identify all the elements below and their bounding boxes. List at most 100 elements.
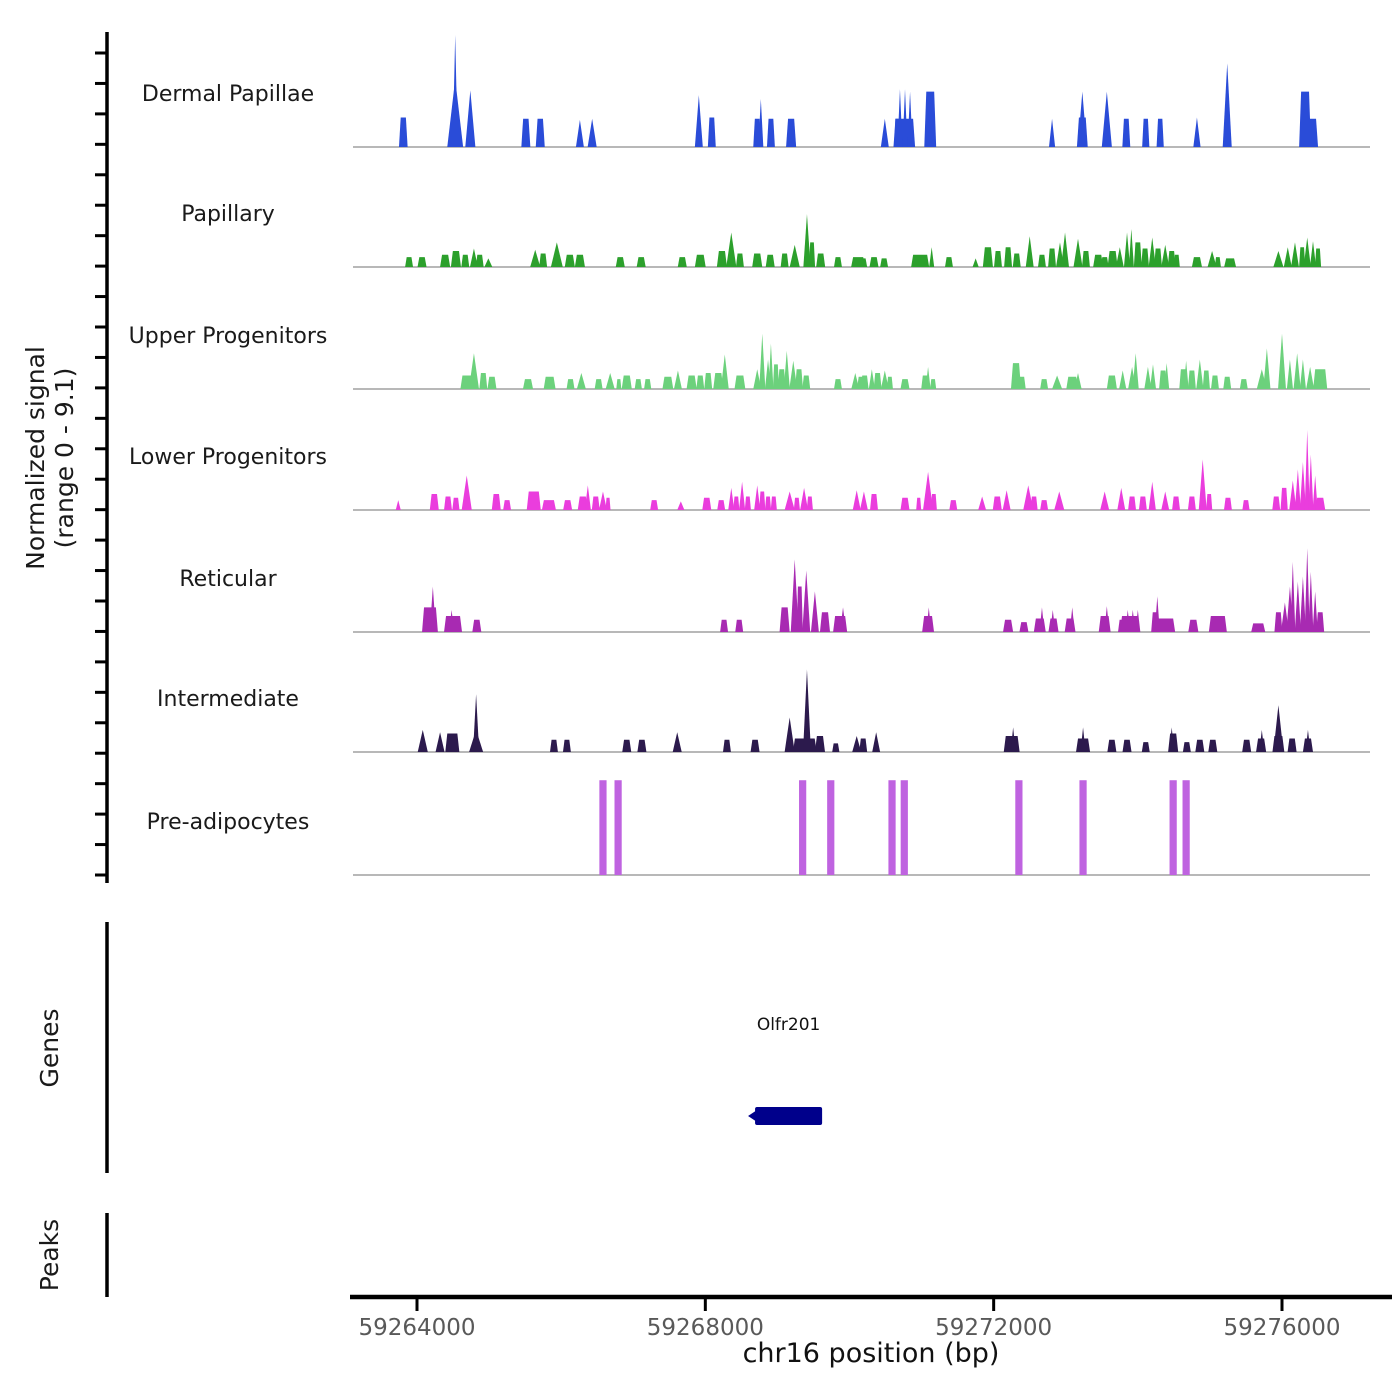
signal-spike <box>1023 485 1034 510</box>
signal-block <box>429 494 439 510</box>
signal-block <box>819 612 831 632</box>
signal-block <box>1239 379 1248 389</box>
signal-spike <box>1119 370 1127 389</box>
signal-block <box>526 491 541 510</box>
signal-spike <box>1125 609 1131 632</box>
signal-block <box>1299 91 1312 147</box>
signal-spike <box>1299 462 1306 510</box>
signal-block <box>930 379 937 389</box>
signal-block <box>1188 619 1199 632</box>
signal-block <box>1119 616 1140 632</box>
signal-block <box>704 373 713 389</box>
signal-block <box>716 251 727 267</box>
signal-block <box>720 619 729 632</box>
signal-block <box>1141 248 1150 267</box>
signal-spike <box>800 487 809 510</box>
signal-bar <box>1169 780 1177 875</box>
signal-block <box>398 117 408 147</box>
signal-spike <box>465 90 476 147</box>
signal-spike <box>753 369 762 389</box>
signal-block <box>522 379 534 389</box>
signal-block <box>1214 257 1221 267</box>
signal-spike <box>468 353 479 389</box>
signal-bar <box>799 780 807 875</box>
signal-block <box>734 375 746 389</box>
signal-block <box>1019 622 1029 632</box>
signal-block <box>1128 496 1137 510</box>
signal-spike <box>1080 727 1086 752</box>
signal-block <box>562 739 571 752</box>
signal-spike <box>1263 348 1271 389</box>
signal-block <box>869 257 879 267</box>
signal-spike <box>1148 481 1156 510</box>
track-pre-adipocytes: Pre-adipocytes <box>147 780 1370 876</box>
signal-block <box>621 375 632 389</box>
track-label-pre-adipocytes: Pre-adipocytes <box>147 810 310 835</box>
signal-block <box>786 118 797 147</box>
signal-block <box>549 739 558 752</box>
signal-block <box>1242 739 1252 752</box>
signal-block <box>634 379 642 389</box>
signal-spike <box>605 373 615 389</box>
signal-block <box>637 739 647 752</box>
signal-spike <box>810 591 819 632</box>
signal-spike <box>1128 228 1134 267</box>
signal-bar <box>614 780 622 875</box>
signal-bar <box>1015 780 1023 875</box>
signal-bar <box>1182 780 1190 875</box>
signal-tracks: Dermal Papillae Papillary Upper Progenitor… <box>129 35 1370 876</box>
signal-spike <box>1259 729 1265 752</box>
signal-block <box>491 494 501 510</box>
signal-spike <box>739 481 746 510</box>
signal-block <box>1142 118 1150 147</box>
signal-spike <box>576 373 586 389</box>
signal-block <box>605 497 611 510</box>
signal-spike <box>1294 469 1301 510</box>
signal-block <box>802 375 811 389</box>
signal-block <box>1172 496 1181 510</box>
signal-spike <box>1048 118 1056 147</box>
signal-block <box>764 496 772 510</box>
signal-spike <box>754 485 761 510</box>
track-reticular: Reticular <box>179 548 1370 633</box>
track-label-upper-progenitors: Upper Progenitors <box>129 324 328 349</box>
signal-spike <box>484 258 493 267</box>
signal-spike <box>1280 602 1289 632</box>
signal-block <box>405 257 414 267</box>
x-axis-tick-label: 59268000 <box>647 1315 764 1341</box>
signal-block <box>1208 616 1227 632</box>
signal-block <box>1182 742 1191 752</box>
signal-spike <box>1273 705 1284 752</box>
signal-block <box>1107 251 1118 267</box>
signal-block <box>1048 248 1057 267</box>
signal-block <box>1280 487 1288 510</box>
signal-block <box>650 500 659 510</box>
signal-spike <box>789 360 798 389</box>
x-axis-title: chr16 position (bp) <box>743 1338 1000 1369</box>
signal-spike <box>1308 571 1314 632</box>
signal-block <box>713 373 724 389</box>
signal-block <box>1040 379 1049 389</box>
x-axis-tick-label: 59272000 <box>935 1315 1052 1341</box>
signal-spike <box>851 373 860 389</box>
signal-block <box>765 254 775 267</box>
genes-section: Genes Olfr201 <box>35 922 823 1173</box>
signal-spike <box>1286 359 1293 389</box>
signal-block <box>1093 254 1104 267</box>
signal-block <box>1187 370 1196 389</box>
signal-block <box>796 586 803 632</box>
signal-spike <box>1290 561 1296 632</box>
signal-block <box>816 253 826 267</box>
signal-block <box>1206 494 1213 510</box>
signal-block <box>417 257 427 267</box>
signal-spike <box>803 669 811 752</box>
signal-spike <box>1100 491 1110 510</box>
signal-spike <box>1196 359 1204 389</box>
signal-block <box>1141 742 1150 752</box>
signal-block <box>832 743 840 752</box>
track-label-dermal-papillae: Dermal Papillae <box>142 82 314 107</box>
track-label-reticular: Reticular <box>179 567 277 592</box>
signal-block <box>662 376 674 389</box>
signal-block <box>1251 623 1266 632</box>
signal-block <box>450 251 461 267</box>
